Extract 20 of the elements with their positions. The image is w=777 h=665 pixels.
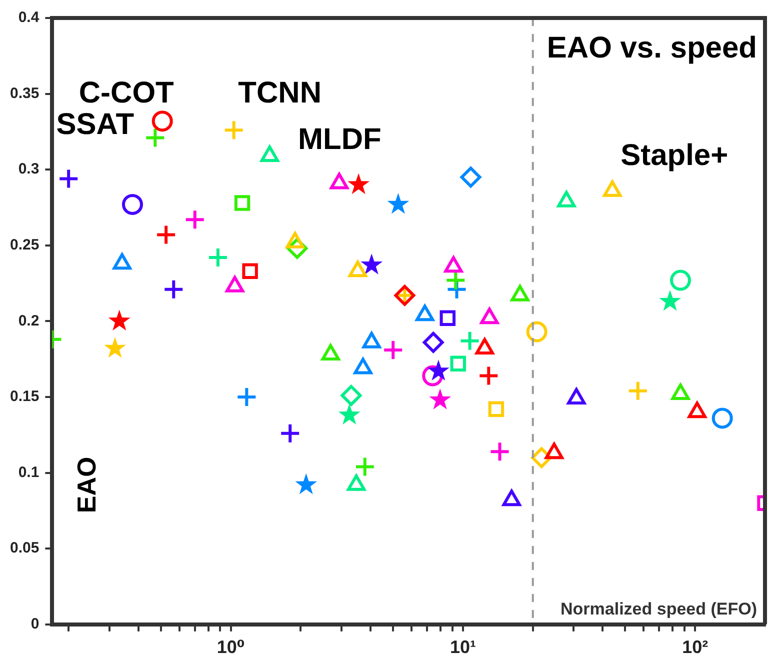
y-axis-title: EAO [71, 456, 102, 514]
y-tick-label: 0.1 [18, 464, 40, 481]
y-tick-label: 0.05 [10, 540, 40, 557]
y-tick-label: 0 [30, 616, 40, 633]
annotation: TCNN [238, 76, 322, 110]
x-tick-label: 10² [682, 637, 708, 658]
x-axis-title: Normalized speed (EFO) [560, 600, 757, 619]
annotation: SSAT [56, 108, 134, 142]
chart-title: EAO vs. speed [546, 31, 757, 64]
y-tick-label: 0.25 [10, 236, 40, 254]
y-tick-label: 0.15 [10, 388, 40, 406]
x-tick-label: 10¹ [450, 637, 476, 658]
annotation: MLDF [298, 123, 382, 156]
y-tick-label: 0.4 [18, 9, 40, 26]
annotation: Staple+ [620, 139, 728, 172]
annotation: C-COT [78, 76, 174, 110]
y-tick-label: 0.35 [10, 84, 40, 102]
x-tick-label: 10⁰ [216, 637, 245, 658]
y-tick-label: 0.3 [18, 160, 40, 178]
y-tick-label: 0.2 [18, 312, 40, 330]
